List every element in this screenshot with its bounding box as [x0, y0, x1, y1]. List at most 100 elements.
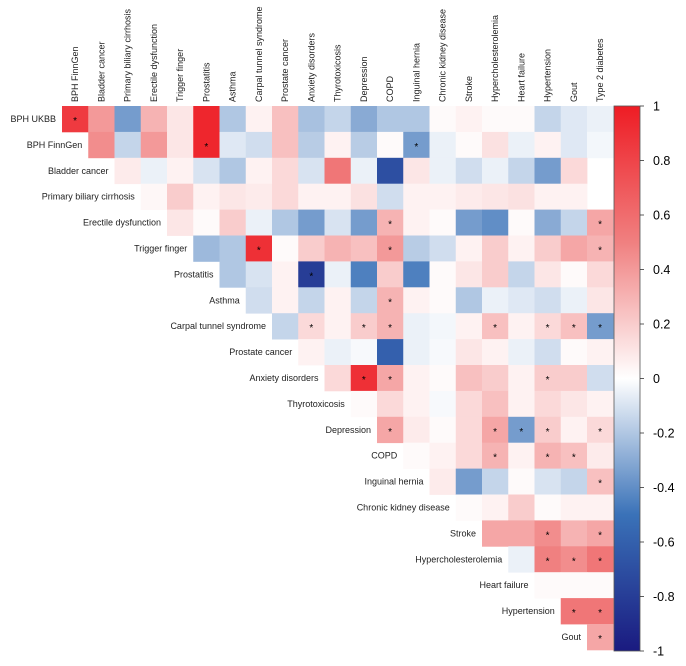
row-label: Chronic kidney disease	[357, 502, 450, 512]
heatmap-cell	[560, 416, 588, 444]
heatmap-cell	[482, 339, 509, 366]
heatmap-cell	[455, 468, 483, 495]
colorbar-tick-label: 0	[653, 372, 660, 386]
heatmap-cell	[140, 183, 168, 210]
row-label: Inguinal hernia	[364, 477, 423, 487]
row-label: BPH UKBB	[10, 114, 56, 124]
heatmap-cell	[429, 416, 457, 444]
heatmap-cell	[508, 106, 535, 133]
heatmap-cell	[377, 416, 404, 444]
heatmap-cell	[403, 339, 430, 366]
colorbar-tick-label: -0.6	[653, 536, 675, 550]
heatmap-cell	[508, 546, 535, 573]
column-label: Trigger finger	[175, 49, 185, 102]
heatmap-cell	[482, 520, 509, 547]
heatmap-cell	[219, 209, 247, 236]
significance-star: *	[388, 297, 392, 308]
heatmap-cell	[560, 442, 588, 469]
heatmap-cell	[455, 494, 483, 521]
significance-star: *	[309, 323, 313, 334]
heatmap-cell	[534, 416, 562, 444]
significance-star: *	[546, 556, 550, 567]
heatmap-cell	[482, 261, 509, 288]
column-label: Hypertension	[543, 49, 553, 102]
heatmap-cell	[377, 339, 404, 366]
heatmap-cell	[534, 468, 562, 495]
heatmap-cells	[62, 106, 614, 651]
heatmap-cell	[298, 313, 325, 340]
column-label: Depression	[359, 56, 369, 102]
heatmap-cell	[482, 313, 509, 340]
heatmap-cell	[140, 157, 168, 185]
heatmap-cell	[114, 131, 142, 159]
heatmap-cell	[534, 235, 562, 262]
heatmap-cell	[534, 261, 562, 288]
heatmap-cell	[587, 235, 614, 262]
heatmap-cell	[193, 235, 220, 262]
heatmap-cell	[455, 209, 483, 236]
heatmap-cell	[587, 209, 614, 236]
column-label: Prostatitis	[201, 62, 211, 102]
significance-star: *	[598, 530, 602, 541]
heatmap-cell	[482, 131, 509, 159]
heatmap-cell	[377, 261, 404, 288]
heatmap-cell	[482, 287, 509, 314]
heatmap-cell	[455, 313, 483, 340]
heatmap-cell	[403, 313, 430, 340]
heatmap-cell	[534, 339, 562, 366]
heatmap-cell	[193, 183, 220, 210]
heatmap-cell	[403, 183, 430, 210]
heatmap-cell	[508, 416, 535, 444]
heatmap-cell	[114, 157, 142, 185]
heatmap-cell	[193, 106, 220, 133]
heatmap-cell	[324, 183, 352, 210]
heatmap-cell	[350, 313, 378, 340]
heatmap-cell	[377, 390, 404, 418]
significance-star: *	[598, 245, 602, 256]
significance-star: *	[362, 375, 366, 386]
heatmap-cell	[560, 468, 588, 495]
heatmap-cell	[219, 183, 247, 210]
heatmap-cell	[587, 261, 614, 288]
heatmap-cell	[324, 365, 352, 392]
heatmap-cell	[324, 131, 352, 159]
heatmap-cell	[377, 365, 404, 392]
heatmap-cell	[245, 261, 273, 288]
heatmap-cell	[560, 339, 588, 366]
heatmap-cell	[245, 157, 273, 185]
significance-star: *	[362, 323, 366, 334]
significance-star: *	[546, 453, 550, 464]
heatmap-cell	[429, 442, 457, 469]
heatmap-cell	[482, 157, 509, 185]
heatmap-cell	[403, 261, 430, 288]
heatmap-cell	[272, 209, 299, 236]
heatmap-cell	[324, 209, 352, 236]
heatmap-cell	[482, 390, 509, 418]
heatmap-cell	[324, 261, 352, 288]
heatmap-cell	[482, 235, 509, 262]
heatmap-cell	[272, 261, 299, 288]
heatmap-cell	[429, 106, 457, 133]
heatmap-cell	[219, 157, 247, 185]
row-label: Hypercholesterolemia	[415, 554, 502, 564]
colorbar-tick-label: 0.6	[653, 209, 670, 223]
heatmap-cell	[429, 365, 457, 392]
heatmap-cell	[298, 287, 325, 314]
column-label: Bladder cancer	[96, 41, 106, 102]
row-label: Stroke	[450, 528, 476, 538]
heatmap-cell	[350, 106, 378, 133]
heatmap-cell	[429, 287, 457, 314]
colorbar-tick-label: 1	[653, 100, 660, 114]
heatmap-cell	[508, 183, 535, 210]
heatmap-cell	[298, 157, 325, 185]
heatmap-cell	[298, 131, 325, 159]
heatmap-cell	[508, 442, 535, 469]
column-label: Primary biliary cirrhosis	[123, 8, 133, 102]
significance-star: *	[493, 453, 497, 464]
column-label: BPH FinnGen	[70, 46, 80, 102]
heatmap-cell	[350, 261, 378, 288]
heatmap-cell	[508, 209, 535, 236]
significance-star: *	[546, 375, 550, 386]
